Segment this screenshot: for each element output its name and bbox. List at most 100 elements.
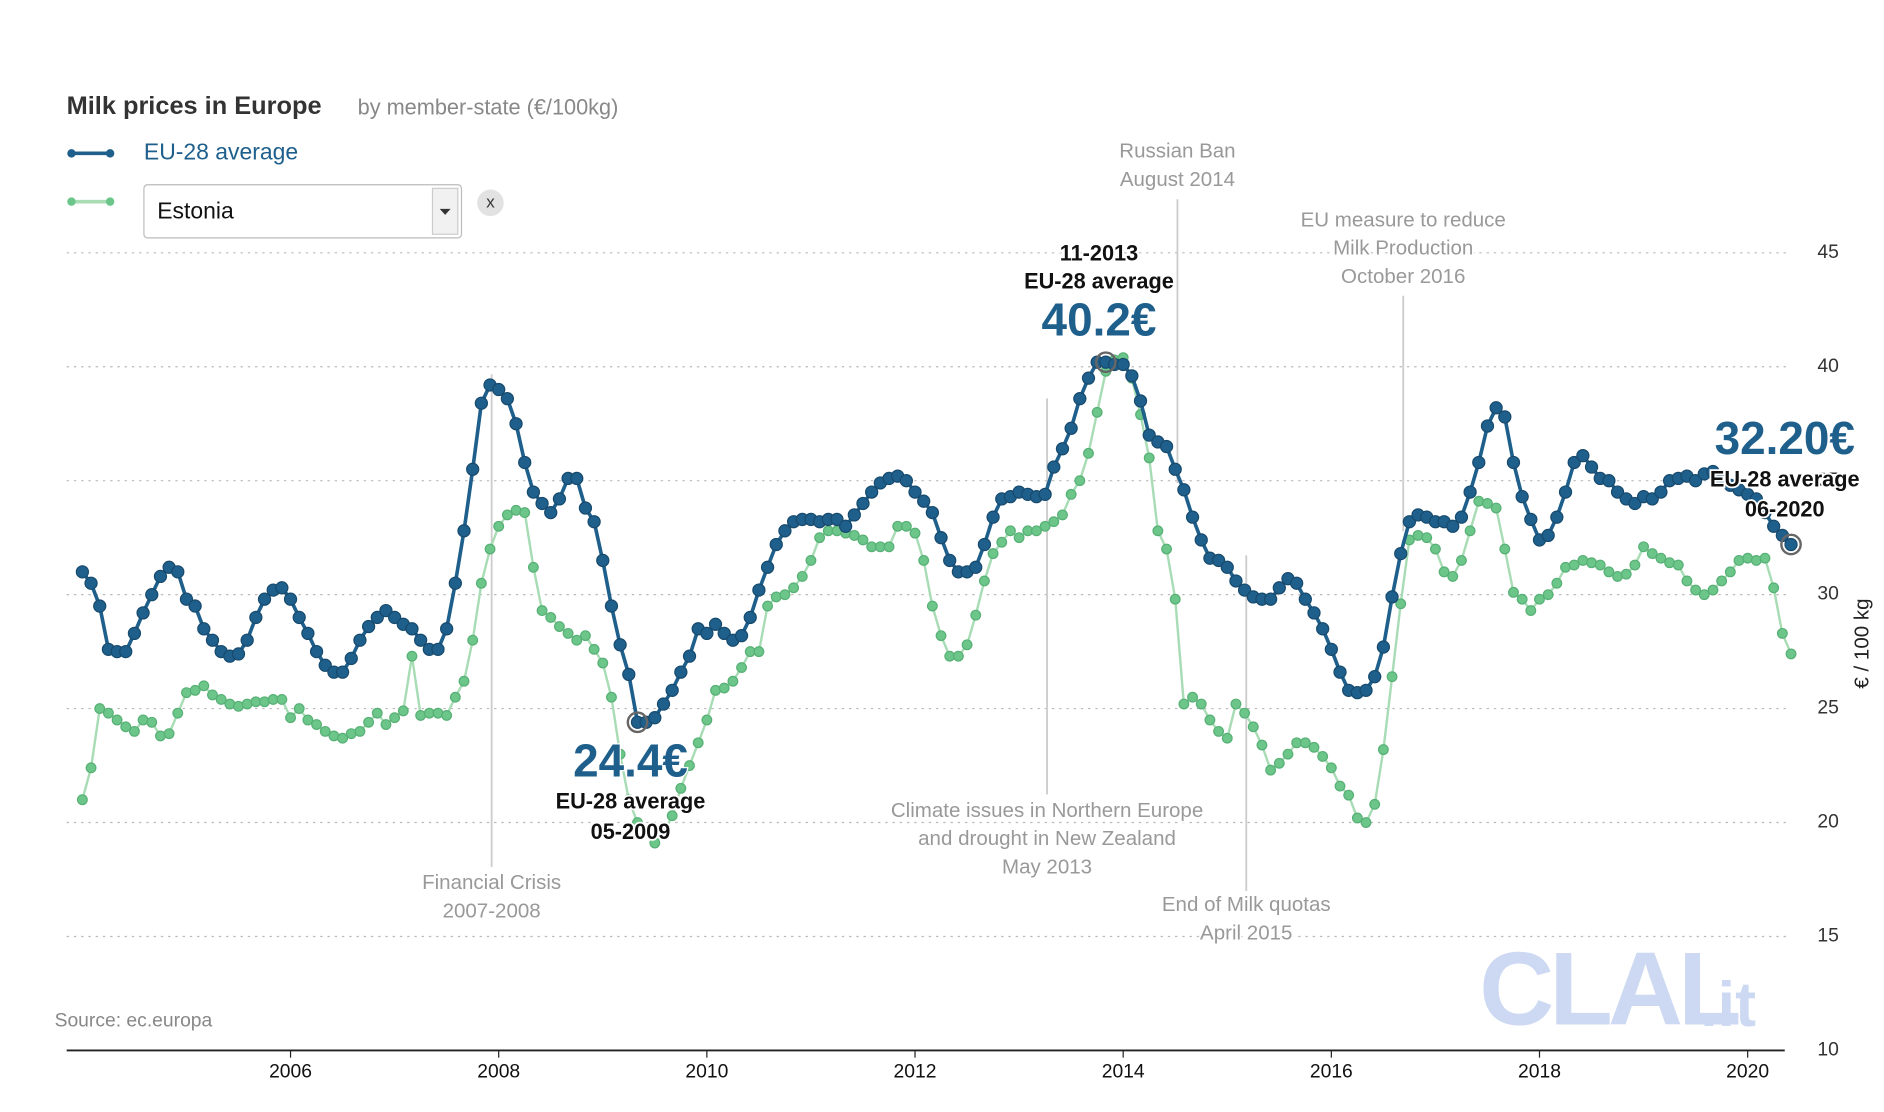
point (752, 583, 766, 597)
country-select[interactable] (143, 184, 463, 239)
point (1333, 665, 1347, 679)
point (153, 569, 168, 584)
point (1064, 421, 1078, 435)
point (700, 626, 714, 641)
point (1602, 474, 1616, 488)
point (1541, 528, 1555, 543)
point (111, 714, 123, 726)
point (969, 560, 983, 574)
point (1785, 648, 1797, 660)
point (1534, 593, 1545, 605)
point (1456, 555, 1467, 566)
point (1758, 505, 1772, 520)
y-tick-label: 30 (1817, 584, 1838, 605)
point (1638, 541, 1650, 553)
point (363, 716, 375, 728)
x-tick-label: 2008 (477, 1061, 520, 1082)
point (1377, 744, 1389, 756)
callout-name: EU-28 average (1710, 466, 1860, 491)
point (883, 541, 895, 553)
point (500, 392, 515, 406)
point (632, 817, 643, 828)
point (387, 610, 402, 625)
point (1039, 520, 1051, 532)
point (1047, 460, 1061, 474)
point (986, 510, 1000, 524)
annotation-text: End of Milk quotas (1162, 893, 1331, 916)
point (1273, 757, 1285, 769)
point (353, 633, 367, 647)
point (1551, 577, 1563, 589)
point (1031, 525, 1042, 537)
point (1499, 543, 1511, 555)
point (769, 537, 783, 552)
point (1446, 519, 1460, 533)
clear-label[interactable]: x (486, 192, 495, 211)
point (335, 665, 350, 679)
point (762, 600, 774, 612)
point (1706, 464, 1720, 479)
point (1550, 510, 1564, 524)
x-tick-label: 2020 (1726, 1061, 1769, 1082)
point (1584, 460, 1599, 474)
point (675, 782, 687, 794)
point (293, 703, 305, 715)
point (467, 634, 479, 646)
point (207, 689, 218, 701)
point (1464, 525, 1476, 537)
chart-title: Milk prices in Europe (67, 92, 322, 120)
point (1229, 574, 1243, 588)
point (1143, 452, 1155, 464)
point (865, 485, 879, 499)
point (1359, 683, 1373, 697)
annotation-text: EU measure to reduce (1301, 208, 1506, 231)
point (231, 647, 246, 661)
point (127, 626, 142, 641)
point (136, 606, 150, 620)
point (1299, 737, 1311, 749)
point (1316, 622, 1330, 636)
annotation-text: August 2014 (1120, 168, 1235, 191)
point (961, 639, 973, 651)
point (319, 725, 331, 737)
point (1211, 553, 1226, 568)
point (475, 577, 487, 589)
point (179, 592, 194, 606)
point (1542, 589, 1554, 601)
point (1516, 593, 1528, 605)
point (1368, 670, 1382, 684)
logo: CLAL (1479, 932, 1739, 1048)
point (163, 728, 175, 740)
point (1463, 485, 1477, 499)
point (571, 634, 583, 646)
point (197, 622, 211, 636)
x-tick-label: 2012 (894, 1061, 937, 1082)
point (604, 599, 619, 613)
point (613, 638, 627, 652)
y-tick-label: 40 (1817, 356, 1838, 377)
point (361, 619, 376, 634)
point (1325, 762, 1337, 774)
point (1185, 510, 1200, 524)
point (1256, 739, 1268, 751)
point (708, 617, 723, 631)
point (240, 633, 254, 647)
point (814, 532, 826, 544)
point (292, 610, 306, 625)
logo-suffix: .it (1700, 970, 1756, 1040)
point (1048, 516, 1060, 528)
clear-button[interactable] (477, 189, 504, 217)
point (943, 553, 957, 568)
point (257, 592, 272, 606)
point (614, 748, 626, 760)
point (753, 646, 765, 658)
point (1187, 691, 1199, 703)
callout-ring (626, 711, 649, 734)
point (1490, 502, 1502, 514)
select-value[interactable]: Estonia (157, 198, 234, 224)
point (1055, 442, 1070, 456)
point (1576, 448, 1590, 463)
point (544, 505, 558, 520)
point (249, 610, 263, 625)
